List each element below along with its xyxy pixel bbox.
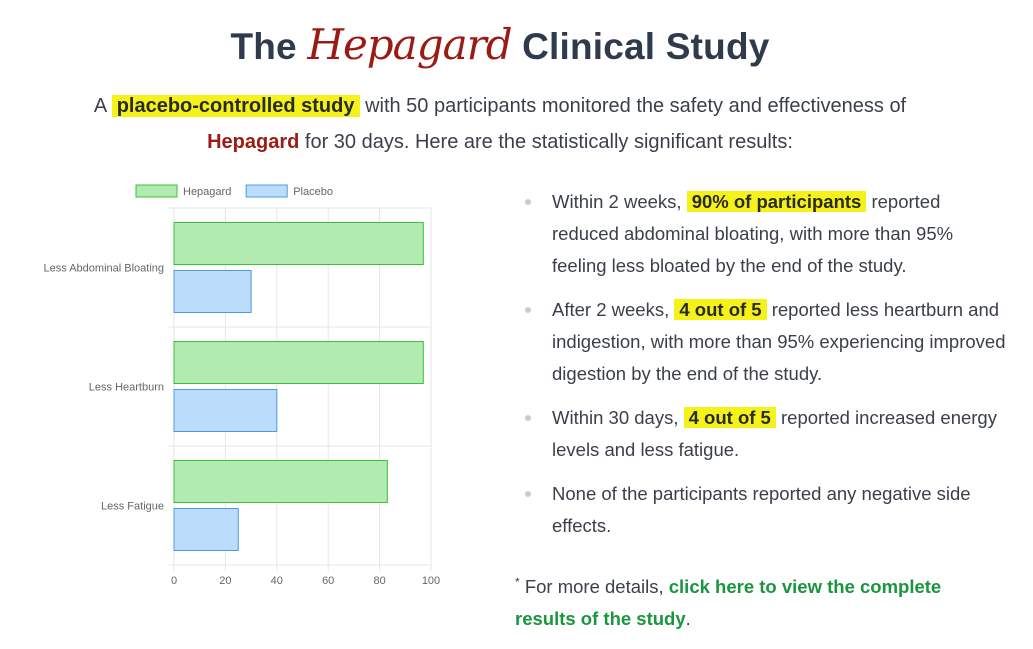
title-suffix: Clinical Study — [522, 26, 770, 67]
bullet-dot-icon — [525, 491, 531, 497]
intro-brand: Hepagard — [207, 131, 300, 153]
intro-highlight: placebo-controlled study — [111, 95, 360, 117]
legend-label: Placebo — [293, 186, 333, 198]
category-label: Less Fatigue — [101, 501, 164, 513]
result-item: Within 2 weeks, 90% of participants repo… — [522, 186, 1012, 282]
footnote: * For more details, click here to view t… — [515, 566, 985, 635]
intro-paragraph: A placebo-controlled study with 50 parti… — [40, 88, 960, 160]
result-highlight: 4 out of 5 — [674, 299, 767, 320]
footnote-marker: * — [515, 575, 520, 589]
x-tick-label: 80 — [373, 575, 385, 587]
result-post: reported reduced abdominal bloating, wit… — [552, 191, 954, 276]
result-text: None of the participants reported any ne… — [552, 483, 971, 536]
legend-label: Hepagard — [183, 186, 231, 198]
result-post: reported increased energy levels and les… — [552, 407, 997, 460]
x-tick-label: 40 — [271, 575, 283, 587]
result-item: None of the participants reported any ne… — [522, 478, 1012, 542]
result-pre: Within 30 days, — [552, 407, 679, 428]
result-pre: Within 2 weeks, — [552, 191, 682, 212]
footnote-post: . — [685, 608, 691, 630]
intro-post: for 30 days. Here are the statistically … — [304, 131, 793, 153]
bar-placebo — [173, 270, 252, 313]
x-tick-label: 100 — [422, 575, 440, 587]
legend-swatch — [245, 184, 288, 198]
x-tick-label: 20 — [219, 575, 231, 587]
x-tick-label: 0 — [171, 575, 177, 587]
footnote-pre: For more details, — [524, 576, 664, 598]
result-item: Within 30 days, 4 out of 5 reported incr… — [522, 402, 1012, 466]
result-pre: After 2 weeks, — [552, 299, 670, 320]
result-item: After 2 weeks, 4 out of 5 reported less … — [522, 294, 1012, 390]
brand-logo: Hepagard — [307, 20, 512, 69]
bar-hepagard — [173, 460, 388, 503]
result-highlight: 90% of participants — [686, 191, 867, 212]
bullet-dot-icon — [525, 307, 531, 313]
intro-pre: A — [93, 95, 107, 117]
x-tick-label: 60 — [322, 575, 334, 587]
title-prefix: The — [230, 26, 297, 67]
legend-swatch — [135, 184, 178, 198]
category-label: Less Heartburn — [89, 382, 164, 394]
page-title: The Hepagard Clinical Study — [0, 20, 1000, 69]
results-list: Within 2 weeks, 90% of participants repo… — [522, 186, 1012, 554]
intro-mid: with 50 participants monitored the safet… — [365, 95, 907, 117]
bullet-dot-icon — [525, 199, 531, 205]
result-post: reported less heartburn and indigestion,… — [552, 299, 1006, 384]
result-highlight: 4 out of 5 — [683, 407, 776, 428]
bar-hepagard — [173, 222, 424, 265]
bar-hepagard — [173, 341, 424, 384]
bar-placebo — [173, 389, 278, 432]
bar-placebo — [173, 508, 239, 551]
bullet-dot-icon — [525, 415, 531, 421]
full-results-link[interactable]: click here to view the complete results … — [515, 576, 942, 630]
category-label: Less Abdominal Bloating — [44, 263, 164, 275]
results-bar-chart: Hepagard Placebo Less Abdominal Bloating Le… — [44, 184, 440, 587]
